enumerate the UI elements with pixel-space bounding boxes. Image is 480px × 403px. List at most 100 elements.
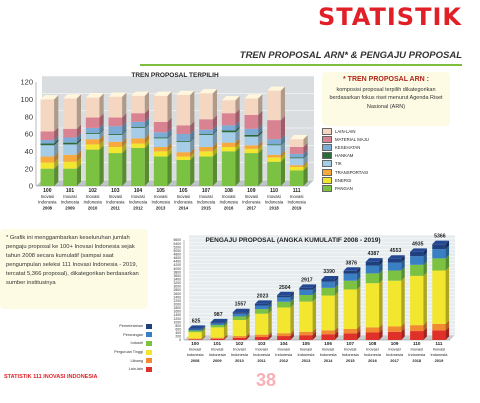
bar-stack	[387, 255, 405, 340]
bar-segment-side	[280, 135, 285, 145]
bar-stack	[410, 248, 427, 340]
bar-top	[299, 284, 317, 288]
x-tick-label: Inovasi	[177, 194, 191, 199]
bar-segment-side	[144, 109, 149, 122]
bar-segment	[108, 147, 123, 154]
data-label: 1557	[235, 302, 247, 308]
bar-segment-side	[76, 164, 81, 186]
bar-segment	[221, 147, 236, 152]
bar-segment-side	[280, 157, 285, 186]
bar-segment	[63, 168, 77, 186]
x-tick-label: 109	[247, 188, 256, 194]
gridline-side	[183, 284, 190, 291]
bar-segment-side	[223, 335, 228, 340]
gridline-side	[183, 306, 190, 312]
bar-segment-side	[76, 138, 81, 145]
bar-segment-side	[99, 140, 104, 150]
x-tick-label: 104	[280, 341, 288, 346]
bar-segment	[254, 303, 269, 306]
chart-floor	[184, 335, 455, 340]
bar-segment-side	[235, 96, 240, 114]
bar-segment-side	[401, 267, 405, 281]
bar-segment-side	[235, 142, 240, 152]
bar-segment-side	[312, 328, 317, 336]
bar-segment	[131, 147, 145, 186]
bar-segment-side	[258, 148, 263, 186]
bar-segment-side	[356, 277, 361, 290]
bar-segment-side	[290, 291, 294, 298]
x-tick-label: 2008	[43, 205, 53, 210]
gridline-side	[183, 277, 190, 284]
bar-segment-side	[280, 86, 285, 121]
bar-stack	[199, 89, 217, 186]
bar-segment	[277, 297, 291, 302]
bar-segment-side	[54, 158, 59, 169]
bar-segment-side	[312, 291, 317, 302]
y-tick-label: 3600	[173, 274, 181, 278]
bar-segment-side	[144, 134, 149, 144]
bar-segment	[108, 126, 123, 134]
bar-top	[210, 318, 228, 323]
chart-proposal-trend: 0 20 40 60 80 100 120 TREN PROPOSAL TERPILIH 100…	[20, 72, 314, 210]
x-tick-label: Indonesia	[106, 200, 125, 205]
bar-segment	[365, 273, 380, 284]
bar-segment	[199, 93, 213, 120]
legend-swatch	[146, 358, 152, 364]
x-tick-label: 105	[179, 188, 188, 194]
bar-segment-side	[268, 302, 272, 310]
bar-segment-side	[356, 270, 361, 281]
footer-label: STATISTIK 111 INOVASI INDONESIA	[4, 374, 98, 380]
bar-segment	[176, 160, 191, 186]
bar-segment-side	[356, 285, 361, 329]
bar-segment-side	[144, 123, 149, 139]
gridline-side	[183, 270, 190, 276]
bar-segment-side	[201, 328, 206, 339]
bar-segment	[244, 148, 259, 154]
x-tick-label: 109	[391, 341, 399, 346]
bar-segment-side	[334, 284, 339, 296]
bar-segment-side	[212, 129, 217, 135]
x-tick-label: Indonesia	[129, 200, 148, 205]
bar-top	[432, 240, 450, 245]
legend-swatch	[322, 168, 332, 176]
bar-segment	[432, 330, 446, 340]
y-tick-label: 20	[25, 164, 33, 173]
x-tick-label: Indonesia	[231, 352, 249, 357]
bar-segment-side	[167, 152, 172, 186]
bar-segment	[365, 265, 380, 274]
bar-segment	[210, 325, 224, 328]
bar-segment-side	[201, 335, 206, 340]
bar-segment-side	[54, 164, 59, 186]
y-tick-label: 3800	[173, 270, 181, 274]
bar-segment	[40, 131, 55, 141]
bar-stack	[244, 94, 263, 186]
bar-segment-side	[303, 153, 308, 159]
bar-stack	[277, 291, 294, 340]
bar-segment-side	[303, 149, 308, 158]
x-tick-label: 101	[66, 188, 75, 194]
x-tick-label: Inovasi	[199, 194, 213, 199]
bar-segment	[321, 295, 335, 331]
info-box-text: komposisi proposal terpilih dikategorika…	[329, 87, 443, 110]
y-tick-label: 5400	[173, 242, 181, 246]
bar-segment-side	[144, 139, 149, 148]
x-tick-label: 103	[111, 188, 120, 194]
bar-segment-side	[268, 300, 272, 306]
legend-label: TRANSPORTASI	[335, 169, 369, 175]
bar-segment	[299, 289, 313, 295]
legend-item: Lain-lain	[4, 365, 152, 374]
x-tick-label: 2016	[224, 205, 234, 210]
bar-segment	[176, 125, 191, 134]
info-box: * TREN PROPOSAL ARN : komposisi proposal…	[322, 72, 450, 126]
y-tick-label: 1800	[173, 306, 181, 310]
data-label: 2504	[279, 285, 291, 291]
bar-segment	[153, 151, 168, 157]
data-label: 5366	[434, 234, 446, 240]
bar-segment-side	[76, 157, 81, 169]
y-tick-label: 5600	[173, 238, 181, 242]
bar-segment	[387, 331, 402, 340]
legend-swatch	[146, 349, 152, 355]
bar-segment	[432, 270, 446, 324]
bar-segment	[188, 338, 202, 340]
x-tick-label: 2018	[412, 358, 422, 363]
